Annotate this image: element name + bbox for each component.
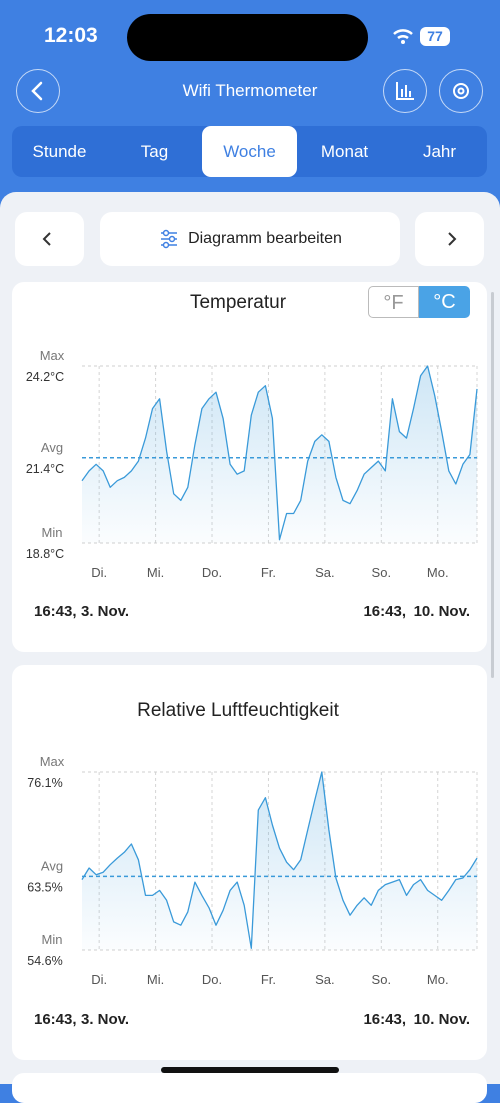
tab-bar: Stunde Tag Woche Monat Jahr bbox=[12, 126, 487, 177]
edit-button[interactable] bbox=[100, 212, 400, 266]
area bbox=[82, 772, 477, 950]
back-button[interactable] bbox=[16, 69, 60, 113]
chart: Temperatur Di. Mi. Do. Fr. Sa. So. Mo. Min 18.8°C… bbox=[26, 292, 478, 620]
y-tick-label: 63.5% bbox=[27, 880, 62, 894]
chart-title: Relative Luftfeuchtigkeit bbox=[137, 700, 339, 721]
y-tick-name: Max bbox=[40, 348, 65, 363]
x-tick-label: Do. bbox=[202, 565, 222, 580]
end-date: 10. Nov. bbox=[414, 603, 470, 620]
unit-option[interactable]: °F bbox=[368, 286, 419, 318]
tab[interactable]: Stunde bbox=[32, 142, 87, 161]
line bbox=[81, 365, 478, 541]
x-tick-label: Sa. bbox=[315, 565, 335, 580]
y-tick-label: 18.8°C bbox=[26, 547, 64, 561]
y-tick-name: Avg bbox=[41, 858, 63, 873]
x-tick-label: Do. bbox=[202, 972, 222, 987]
start-date: 3. Nov. bbox=[81, 1011, 129, 1028]
unit-option[interactable]: °C bbox=[419, 286, 470, 318]
chart-title: Temperatur bbox=[190, 292, 287, 313]
tab[interactable]: Jahr bbox=[422, 142, 457, 161]
prev-button[interactable] bbox=[15, 212, 84, 266]
stats-button[interactable] bbox=[383, 69, 427, 113]
header-title: Wifi Thermometer bbox=[182, 81, 318, 100]
line bbox=[81, 771, 478, 949]
next-button[interactable] bbox=[415, 212, 484, 266]
settings-button[interactable] bbox=[439, 69, 483, 113]
y-tick-label: 76.1% bbox=[27, 776, 62, 790]
start-time: 16:43, bbox=[34, 1011, 77, 1028]
home-indicator bbox=[161, 1067, 339, 1073]
x-tick-label: So. bbox=[372, 972, 392, 987]
x-tick-label: Fr. bbox=[261, 565, 276, 580]
edit-label: Diagramm bearbeiten bbox=[188, 230, 342, 247]
status-time: 12:03 bbox=[44, 24, 98, 47]
x-tick-label: Di. bbox=[91, 972, 107, 987]
start-date: 3. Nov. bbox=[81, 603, 129, 620]
end-date: 10. Nov. bbox=[414, 1011, 470, 1028]
y-tick-label: 24.2°C bbox=[26, 370, 64, 384]
sliders-icon bbox=[161, 229, 177, 249]
area bbox=[82, 366, 477, 543]
start-time: 16:43, bbox=[34, 603, 77, 620]
x-tick-label: Sa. bbox=[315, 972, 335, 987]
x-tick-label: Mi. bbox=[147, 972, 164, 987]
chart-card bbox=[12, 1073, 487, 1103]
end-time: 16:43, bbox=[363, 603, 406, 620]
end-time: 16:43, bbox=[363, 1011, 406, 1028]
x-tick-label: Mo. bbox=[427, 565, 449, 580]
tab[interactable]: Monat bbox=[320, 142, 369, 161]
y-tick-name: Avg bbox=[41, 440, 63, 455]
tab[interactable]: Woche bbox=[202, 126, 297, 177]
y-tick-label: 54.6% bbox=[27, 954, 62, 968]
y-tick-name: Min bbox=[42, 932, 63, 947]
x-tick-label: Di. bbox=[91, 565, 107, 580]
x-tick-label: Fr. bbox=[261, 972, 276, 987]
wifi-icon bbox=[393, 29, 413, 44]
x-tick-label: So. bbox=[372, 565, 392, 580]
battery: 77 bbox=[420, 27, 450, 46]
y-tick-name: Min bbox=[42, 525, 63, 540]
scrollbar bbox=[491, 292, 494, 678]
y-tick-label: 21.4°C bbox=[26, 462, 64, 476]
chart: Relative Luftfeuchtigkeit Di. Mi. Do. Fr. Sa.… bbox=[27, 700, 478, 1028]
tab[interactable]: Tag bbox=[140, 142, 169, 161]
x-tick-label: Mi. bbox=[147, 565, 164, 580]
chart-card bbox=[12, 665, 487, 1060]
y-tick-name: Max bbox=[40, 754, 65, 769]
dynamic-island bbox=[127, 14, 368, 61]
x-tick-label: Mo. bbox=[427, 972, 449, 987]
